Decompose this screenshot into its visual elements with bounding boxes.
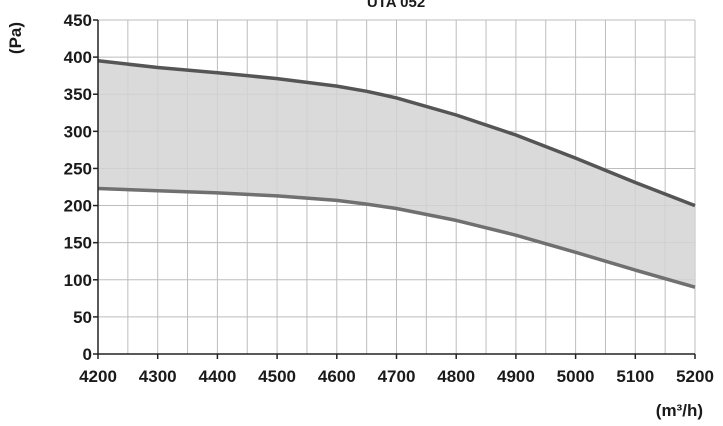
y-axis-label: (Pa) [6,22,25,54]
y-tick-label: 300 [64,122,92,141]
chart-title: UTA 052 [367,0,425,11]
y-tick-label: 0 [83,345,92,364]
x-tick-label: 4600 [318,367,356,386]
y-tick-label: 450 [64,11,92,30]
y-tick-labels: 0 50 100 150 200 250 300 350 400 450 [64,11,92,364]
axes [93,19,696,359]
x-tick-label: 5200 [676,367,714,386]
x-tick-label: 4800 [437,367,475,386]
y-tick-label: 100 [64,271,92,290]
y-tick-label: 350 [64,85,92,104]
operating-band-area [98,60,695,288]
x-tick-label: 4400 [198,367,236,386]
x-tick-label: 4700 [378,367,416,386]
x-tick-label: 4500 [258,367,296,386]
y-tick-label: 150 [64,234,92,253]
x-tick-label: 4200 [79,367,117,386]
y-tick-label: 400 [64,48,92,67]
x-tick-labels: 4200 4300 4400 4500 4600 4700 4800 4900 5000 5100… [79,367,714,386]
x-tick-label: 4300 [139,367,177,386]
lower-curve [97,186,696,289]
x-tick-label: 5100 [616,367,654,386]
x-axis-label: (m³/h) [656,401,703,420]
x-tick-label: 5000 [557,367,595,386]
y-tick-label: 50 [73,308,92,327]
y-tick-label: 250 [64,159,92,178]
upper-curve [97,59,696,208]
x-tick-label: 4900 [497,367,535,386]
y-tick-label: 200 [64,197,92,216]
